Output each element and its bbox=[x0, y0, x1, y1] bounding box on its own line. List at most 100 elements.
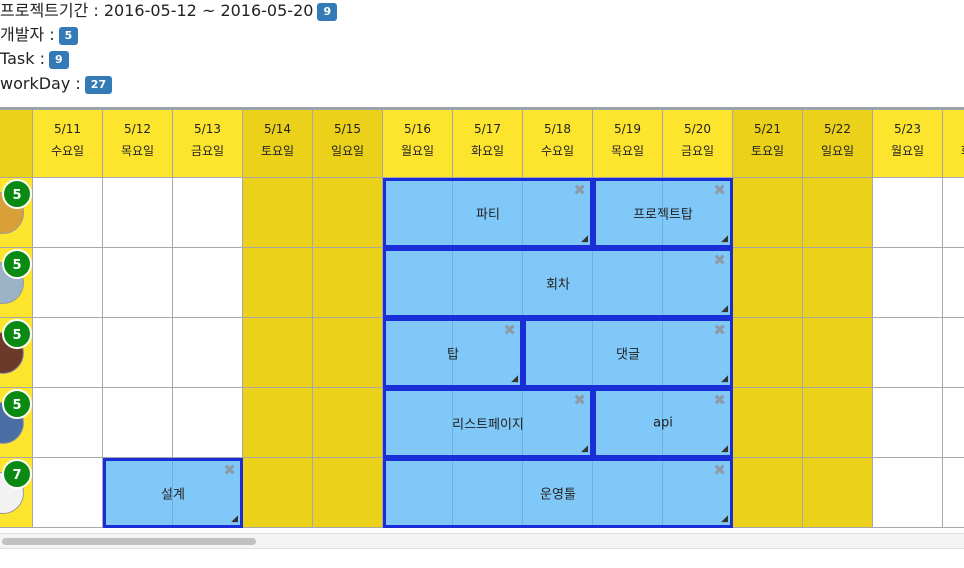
resize-handle-icon[interactable]: ◢ bbox=[581, 234, 588, 244]
resize-handle-icon[interactable]: ◢ bbox=[721, 304, 728, 314]
task-label: 댓글 bbox=[616, 347, 640, 363]
task-block[interactable]: 설계 ✖ ◢ bbox=[103, 458, 243, 528]
schedule-cell[interactable] bbox=[733, 458, 803, 528]
task-column-divider bbox=[522, 251, 523, 315]
schedule-cell[interactable] bbox=[873, 458, 943, 528]
schedule-cell[interactable] bbox=[173, 318, 243, 388]
task-block[interactable]: 운영툴 ✖ ◢ bbox=[383, 458, 733, 528]
schedule-cell[interactable] bbox=[313, 248, 383, 318]
schedule-cell[interactable] bbox=[873, 178, 943, 248]
schedule-cell[interactable] bbox=[103, 318, 173, 388]
workday-count-label: workDay : bbox=[0, 74, 81, 93]
close-icon[interactable]: ✖ bbox=[713, 391, 726, 409]
day-header-weekday: 화요일 bbox=[470, 144, 505, 158]
schedule-cell[interactable] bbox=[733, 178, 803, 248]
developer-cell: 7 bbox=[0, 458, 33, 528]
schedule-cell[interactable] bbox=[313, 388, 383, 458]
resize-handle-icon[interactable]: ◢ bbox=[581, 444, 588, 454]
schedule-cell[interactable] bbox=[943, 458, 964, 528]
close-icon[interactable]: ✖ bbox=[713, 321, 726, 339]
day-header: 5/24 화요일 bbox=[943, 110, 964, 178]
schedule-cell[interactable] bbox=[103, 388, 173, 458]
close-icon[interactable]: ✖ bbox=[223, 461, 236, 479]
task-column-divider bbox=[522, 181, 523, 245]
task-block[interactable]: 탑 ✖ ◢ bbox=[383, 318, 523, 388]
task-block[interactable]: 회차 ✖ ◢ bbox=[383, 248, 733, 318]
day-header-weekday: 화요일 bbox=[943, 142, 964, 159]
day-header-date: 5/13 bbox=[194, 122, 221, 136]
schedule-cell[interactable] bbox=[943, 388, 964, 458]
day-header-date: 5/16 bbox=[404, 122, 431, 136]
schedule-cell[interactable] bbox=[803, 458, 873, 528]
task-block[interactable]: 파티 ✖ ◢ bbox=[383, 178, 593, 248]
day-header-weekday: 월요일 bbox=[400, 144, 435, 158]
schedule-cell[interactable] bbox=[33, 248, 103, 318]
task-column-divider bbox=[662, 321, 663, 385]
schedule-cell[interactable] bbox=[803, 388, 873, 458]
developer-cell: 5 bbox=[0, 318, 33, 388]
schedule-cell[interactable] bbox=[733, 388, 803, 458]
schedule-cell[interactable] bbox=[33, 318, 103, 388]
day-header: 5/23 월요일 bbox=[873, 110, 943, 178]
close-icon[interactable]: ✖ bbox=[573, 391, 586, 409]
schedule-cell[interactable] bbox=[873, 248, 943, 318]
task-block[interactable]: 리스트페이지 ✖ ◢ bbox=[383, 388, 593, 458]
resize-handle-icon[interactable]: ◢ bbox=[511, 374, 518, 384]
schedule-cell[interactable] bbox=[943, 248, 964, 318]
schedule-cell[interactable] bbox=[313, 178, 383, 248]
schedule-cell[interactable] bbox=[33, 388, 103, 458]
close-icon[interactable]: ✖ bbox=[503, 321, 516, 339]
schedule-cell[interactable] bbox=[243, 388, 313, 458]
schedule-cell[interactable] bbox=[733, 318, 803, 388]
task-label: 파티 bbox=[476, 207, 500, 223]
task-column-divider bbox=[592, 251, 593, 315]
day-header-weekday: 일요일 bbox=[820, 144, 855, 158]
schedule-cell[interactable] bbox=[873, 318, 943, 388]
day-header-weekday: 일요일 bbox=[330, 144, 365, 158]
schedule-cell[interactable] bbox=[103, 178, 173, 248]
schedule-cell[interactable] bbox=[733, 248, 803, 318]
resize-handle-icon[interactable]: ◢ bbox=[721, 234, 728, 244]
developer-cell: 5 bbox=[0, 248, 33, 318]
close-icon[interactable]: ✖ bbox=[713, 461, 726, 479]
schedule-cell[interactable] bbox=[103, 248, 173, 318]
schedule-cell[interactable] bbox=[803, 248, 873, 318]
close-icon[interactable]: ✖ bbox=[573, 181, 586, 199]
resize-handle-icon[interactable]: ◢ bbox=[231, 514, 238, 524]
schedule-cell[interactable] bbox=[243, 178, 313, 248]
schedule-cell[interactable] bbox=[873, 388, 943, 458]
resize-handle-icon[interactable]: ◢ bbox=[721, 374, 728, 384]
schedule-cell[interactable] bbox=[943, 318, 964, 388]
developer-task-count-badge: 5 bbox=[2, 319, 32, 349]
close-icon[interactable]: ✖ bbox=[713, 251, 726, 269]
task-block[interactable]: 댓글 ✖ ◢ bbox=[523, 318, 733, 388]
schedule-cell[interactable] bbox=[33, 458, 103, 528]
task-block[interactable]: 프로젝트탑 ✖ ◢ bbox=[593, 178, 733, 248]
task-block[interactable]: api ✖ ◢ bbox=[593, 388, 733, 458]
horizontal-scrollbar[interactable] bbox=[0, 533, 964, 549]
schedule-cell[interactable] bbox=[173, 388, 243, 458]
schedule-cell[interactable] bbox=[243, 318, 313, 388]
developer-task-count-badge: 5 bbox=[2, 389, 32, 419]
developer-count-badge: 5 bbox=[58, 26, 79, 45]
schedule-cell[interactable] bbox=[943, 178, 964, 248]
schedule-cell[interactable] bbox=[243, 248, 313, 318]
resize-handle-icon[interactable]: ◢ bbox=[721, 444, 728, 454]
schedule-cell[interactable] bbox=[243, 458, 313, 528]
schedule-cell[interactable] bbox=[803, 318, 873, 388]
close-icon[interactable]: ✖ bbox=[713, 181, 726, 199]
task-column-divider bbox=[452, 181, 453, 245]
schedule-cell[interactable] bbox=[313, 458, 383, 528]
schedule-cell[interactable] bbox=[173, 178, 243, 248]
day-header-weekday: 토요일 bbox=[260, 144, 295, 158]
schedule-cell[interactable] bbox=[313, 318, 383, 388]
schedule-cell[interactable] bbox=[173, 248, 243, 318]
schedule-cell[interactable] bbox=[803, 178, 873, 248]
task-column-divider bbox=[452, 461, 453, 525]
task-label: 리스트페이지 bbox=[452, 417, 524, 433]
task-column-divider bbox=[662, 251, 663, 315]
resize-handle-icon[interactable]: ◢ bbox=[721, 514, 728, 524]
day-header-date: 5/12 bbox=[124, 122, 151, 136]
schedule-cell[interactable] bbox=[33, 178, 103, 248]
scrollbar-thumb[interactable] bbox=[2, 538, 256, 545]
